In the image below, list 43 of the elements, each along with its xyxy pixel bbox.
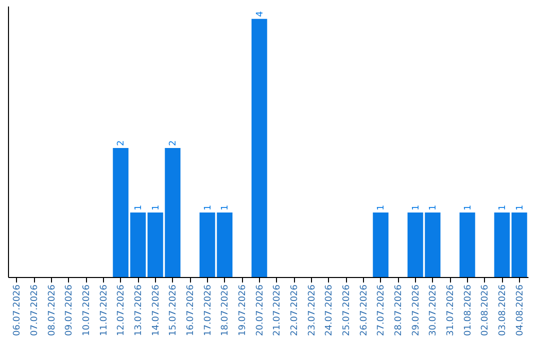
x-tick-label: 03.08.2026 (498, 284, 508, 336)
x-tick-label: 08.07.2026 (47, 284, 58, 336)
data-label: 1 (151, 204, 162, 210)
data-label: 1 (411, 204, 422, 210)
x-tick-label: 28.07.2026 (394, 284, 404, 336)
x-tick-label: 19.07.2026 (238, 284, 248, 336)
data-label: 1 (134, 204, 144, 210)
x-tick-label: 20.07.2026 (255, 284, 266, 336)
x-tick-label: 23.07.2026 (307, 284, 318, 336)
x-tick-label: 09.07.2026 (64, 284, 75, 336)
data-label: 4 (255, 10, 266, 17)
data-label: 1 (203, 204, 214, 210)
x-tick-label: 24.07.2026 (324, 284, 335, 336)
data-label: 2 (116, 140, 127, 146)
x-tick-label: 17.07.2026 (203, 284, 214, 336)
x-tick-label: 27.07.2026 (376, 284, 387, 336)
data-label: 1 (220, 204, 231, 210)
x-tick-label: 07.07.2026 (30, 284, 40, 336)
x-tick-label: 04.08.2026 (515, 284, 526, 336)
x-tick-label: 12.07.2026 (116, 284, 127, 336)
data-label: 2 (168, 140, 179, 146)
x-tick-label: 29.07.2026 (411, 284, 422, 336)
x-tick-label: 18.07.2026 (220, 284, 231, 336)
x-tick-label: 21.07.2026 (272, 284, 283, 336)
data-label: 1 (498, 204, 508, 210)
x-tick-label: 10.07.2026 (82, 284, 92, 336)
data-label: 1 (515, 204, 526, 210)
x-tick-label: 13.07.2026 (134, 284, 144, 336)
x-tick-label: 01.08.2026 (463, 284, 474, 336)
x-tick-label: 06.07.2026 (12, 284, 23, 336)
x-tick-label: 22.07.2026 (290, 284, 300, 336)
x-tick-label: 02.08.2026 (480, 284, 491, 336)
data-label: 1 (463, 204, 474, 210)
x-tick-label: 25.07.2026 (342, 284, 352, 336)
data-label: 1 (376, 204, 387, 210)
x-tick-label: 14.07.2026 (151, 284, 162, 336)
x-tick-label: 30.07.2026 (428, 284, 439, 336)
x-tick-label: 31.07.2026 (446, 284, 456, 336)
x-tick-label: 16.07.2026 (186, 284, 196, 336)
x-tick-label: 26.07.2026 (359, 284, 370, 336)
x-tick-label: 15.07.2026 (168, 284, 179, 336)
data-label: 1 (428, 204, 439, 210)
x-tick-label: 11.07.2026 (99, 284, 110, 336)
